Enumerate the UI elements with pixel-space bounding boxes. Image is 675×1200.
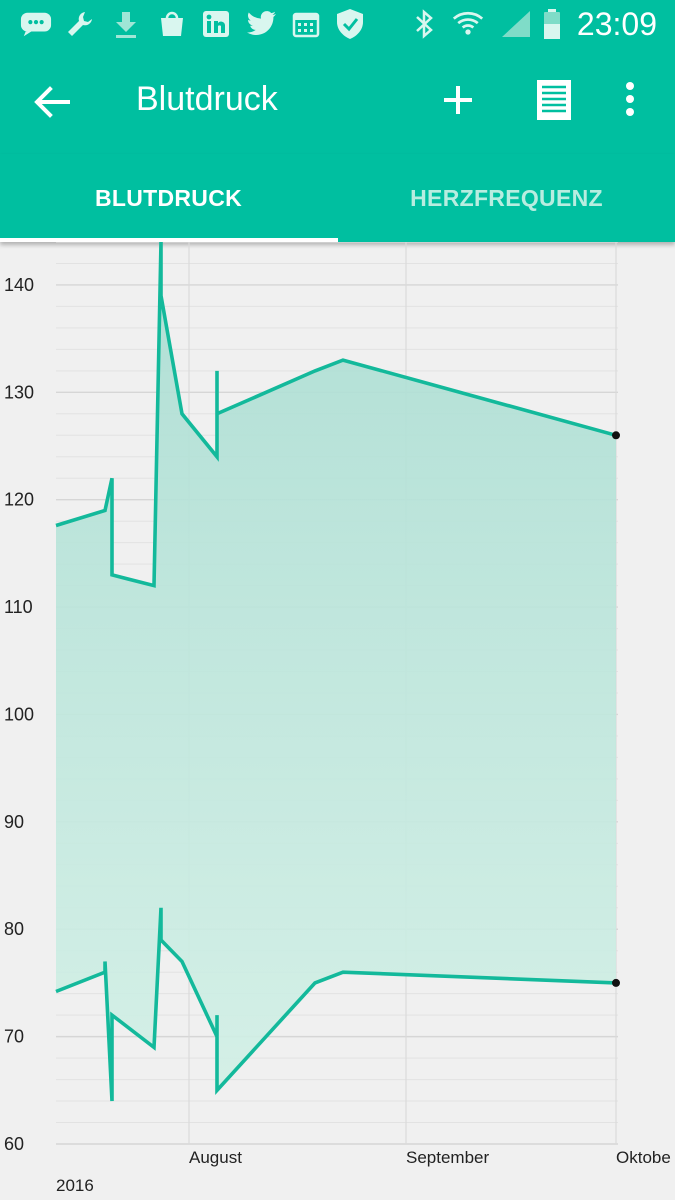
battery-icon — [536, 8, 568, 40]
bluetooth-icon — [408, 8, 440, 40]
download-icon — [110, 8, 142, 40]
shield-icon — [334, 8, 366, 40]
x-tick-label: August — [189, 1148, 242, 1167]
x-tick-label: Oktobe — [616, 1148, 671, 1167]
status-clock: 23:09 — [576, 6, 657, 42]
diastolic-line — [55, 907, 617, 1102]
tab-herzfrequenz[interactable]: HERZFREQUENZ — [410, 184, 603, 211]
chart-svg: 60 70 80 90 100 110 120 130 140 August September Ok… — [4, 241, 671, 1195]
tab-indicator — [0, 238, 338, 242]
y-tick-label: 80 — [4, 919, 24, 939]
calendar-icon — [290, 8, 322, 40]
app-bar: Blutdruck — [0, 50, 675, 154]
wrench-icon — [64, 8, 96, 40]
y-tick-label: 140 — [4, 275, 34, 295]
y-tick-label: 70 — [4, 1027, 24, 1047]
systolic-line — [55, 241, 617, 588]
page-title: Blutdruck — [136, 80, 278, 118]
list-icon[interactable] — [534, 78, 578, 124]
signal-icon — [500, 8, 532, 40]
tab-blutdruck[interactable]: BLUTDRUCK — [94, 184, 243, 211]
last-point-marker — [612, 431, 620, 440]
range-area — [56, 242, 616, 1101]
galaxy-apps-icon — [156, 8, 188, 40]
arrow-back-icon[interactable] — [30, 80, 74, 124]
x-tick-label: September — [406, 1148, 489, 1167]
linkedin-icon — [200, 8, 232, 40]
y-tick-label: 130 — [4, 382, 34, 402]
plus-icon[interactable] — [436, 78, 480, 122]
last-point-marker — [612, 978, 620, 987]
more-vert-icon[interactable] — [616, 78, 644, 124]
y-tick-label: 90 — [4, 812, 24, 832]
blood-pressure-chart[interactable]: 60 70 80 90 100 110 120 130 140 August September Ok… — [0, 241, 675, 1200]
year-label: 2016 — [56, 1176, 94, 1195]
tab-bar: BLUTDRUCK HERZFREQUENZ — [0, 154, 675, 242]
chat-bubble-icon — [20, 8, 52, 40]
twitter-icon — [246, 8, 278, 40]
y-tick-label: 120 — [4, 490, 34, 510]
y-tick-label: 110 — [4, 597, 33, 617]
y-tick-label: 100 — [4, 704, 34, 724]
y-tick-label: 60 — [4, 1134, 24, 1154]
status-bar: 23:09 — [0, 0, 675, 50]
wifi-icon — [452, 8, 484, 40]
